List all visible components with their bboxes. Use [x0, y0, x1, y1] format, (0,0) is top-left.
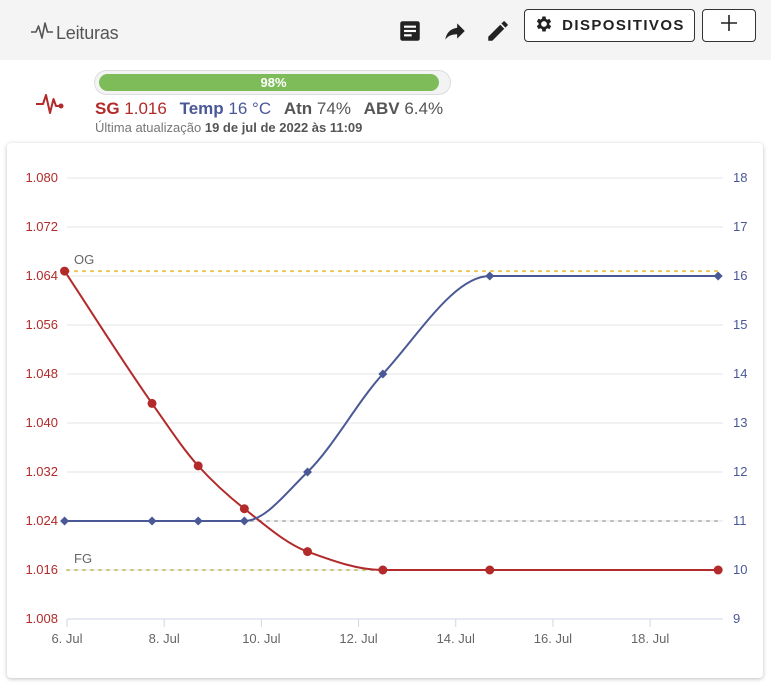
share-icon — [442, 23, 468, 48]
series-point-temp — [193, 516, 203, 526]
reference-label-og: OG — [74, 252, 94, 267]
series-point-temp — [239, 516, 249, 526]
devices-label: DISPOSITIVOS — [562, 17, 685, 34]
atn-value: 74% — [316, 99, 351, 118]
y-left-tick-label: 1.064 — [25, 268, 58, 283]
series-point-sg — [303, 547, 313, 557]
series-point-temp — [378, 369, 388, 379]
y-right-tick-label: 11 — [733, 513, 747, 528]
readings: SG 1.016 Temp 16 °C Atn 74% ABV 6.4% — [95, 99, 443, 119]
sg-label: SG — [95, 99, 120, 118]
series-point-sg — [378, 565, 388, 575]
series-point-temp — [60, 516, 70, 526]
y-right-tick-label: 12 — [733, 464, 747, 479]
series-point-sg — [60, 266, 70, 276]
temp-label: Temp — [179, 99, 224, 118]
y-left-tick-label: 1.032 — [25, 464, 58, 479]
x-tick-label: 10. Jul — [242, 631, 280, 646]
series-point-sg — [193, 461, 203, 471]
abv-value: 6.4% — [404, 99, 444, 118]
add-button[interactable] — [702, 9, 756, 42]
page-title: Leituras — [56, 23, 119, 43]
reference-label-fg: FG — [74, 551, 92, 566]
series-line-sg — [63, 270, 719, 571]
x-tick-label: 16. Jul — [534, 631, 572, 646]
series-point-temp — [303, 467, 313, 477]
progress-label: 98% — [260, 75, 287, 90]
series-point-sg — [485, 565, 495, 575]
y-right-tick-label: 17 — [733, 219, 747, 234]
sg-reading: SG 1.016 — [95, 99, 167, 118]
heart-pulse-icon — [35, 89, 65, 119]
atn-label: Atn — [283, 99, 313, 118]
series-point-sg — [713, 565, 723, 575]
y-left-tick-label: 1.048 — [25, 366, 58, 381]
y-left-tick-label: 1.040 — [25, 415, 58, 430]
last-updated-prefix: Última atualização — [95, 120, 202, 135]
series-point-temp — [713, 271, 723, 281]
pulse-icon — [30, 19, 54, 48]
x-tick-label: 8. Jul — [149, 631, 180, 646]
chart-svg: 1.008 1.016 1.024 1.032 1.040 1.048 1.056 1.064… — [25, 170, 747, 646]
last-updated-value: 19 de jul de 2022 às 11:09 — [204, 120, 363, 135]
abv-label: ABV — [363, 99, 400, 118]
series-line-temp — [64, 275, 719, 523]
temp-reading: Temp 16 °C — [180, 99, 272, 118]
gear-icon — [534, 14, 554, 38]
x-tick-label: 18. Jul — [631, 631, 669, 646]
toolbar: Leituras DISPOSITIVOS — [0, 0, 771, 60]
abv-reading: ABV 6.4% — [364, 99, 443, 118]
edit-button[interactable] — [485, 18, 511, 44]
y-right-tick-label: 16 — [733, 268, 747, 283]
y-right-tick-label: 10 — [733, 562, 747, 577]
notes-button[interactable] — [397, 18, 423, 44]
y-right-tick-label: 14 — [733, 366, 747, 381]
series-point-temp — [485, 271, 495, 281]
last-updated: Última atualização 19 de jul de 2022 às … — [95, 120, 362, 135]
notes-icon — [397, 21, 423, 48]
y-right-tick-label: 15 — [733, 317, 747, 332]
readings-chart: 1.008 1.016 1.024 1.032 1.040 1.048 1.056 1.064… — [7, 143, 763, 678]
y-right-tick-label: 13 — [733, 415, 747, 430]
sg-value: 1.016 — [124, 99, 167, 118]
share-button[interactable] — [442, 18, 468, 44]
progress-bar: 98% — [94, 70, 451, 95]
device-summary: 98% SG 1.016 Temp 16 °C Atn 74% ABV 6.4%… — [0, 60, 771, 142]
edit-icon — [485, 21, 511, 48]
series-point-temp — [147, 516, 157, 526]
y-left-tick-label: 1.056 — [25, 317, 58, 332]
plus-icon — [720, 14, 738, 37]
temp-value: 16 °C — [228, 99, 272, 118]
devices-button[interactable]: DISPOSITIVOS — [524, 9, 695, 42]
series-point-sg — [239, 504, 249, 514]
series-point-sg — [147, 398, 157, 408]
progress-fill — [99, 74, 440, 91]
y-left-tick-label: 1.008 — [25, 611, 58, 626]
x-tick-label: 6. Jul — [51, 631, 82, 646]
x-tick-label: 12. Jul — [339, 631, 377, 646]
y-left-tick-label: 1.016 — [25, 562, 58, 577]
brand[interactable]: Leituras — [30, 19, 119, 48]
y-left-tick-label: 1.080 — [25, 170, 58, 185]
y-left-tick-label: 1.024 — [25, 513, 58, 528]
atn-reading: Atn 74% — [284, 99, 351, 118]
y-left-tick-label: 1.072 — [25, 219, 58, 234]
y-right-tick-label: 9 — [733, 611, 740, 626]
y-right-tick-label: 18 — [733, 170, 747, 185]
x-tick-label: 14. Jul — [437, 631, 475, 646]
